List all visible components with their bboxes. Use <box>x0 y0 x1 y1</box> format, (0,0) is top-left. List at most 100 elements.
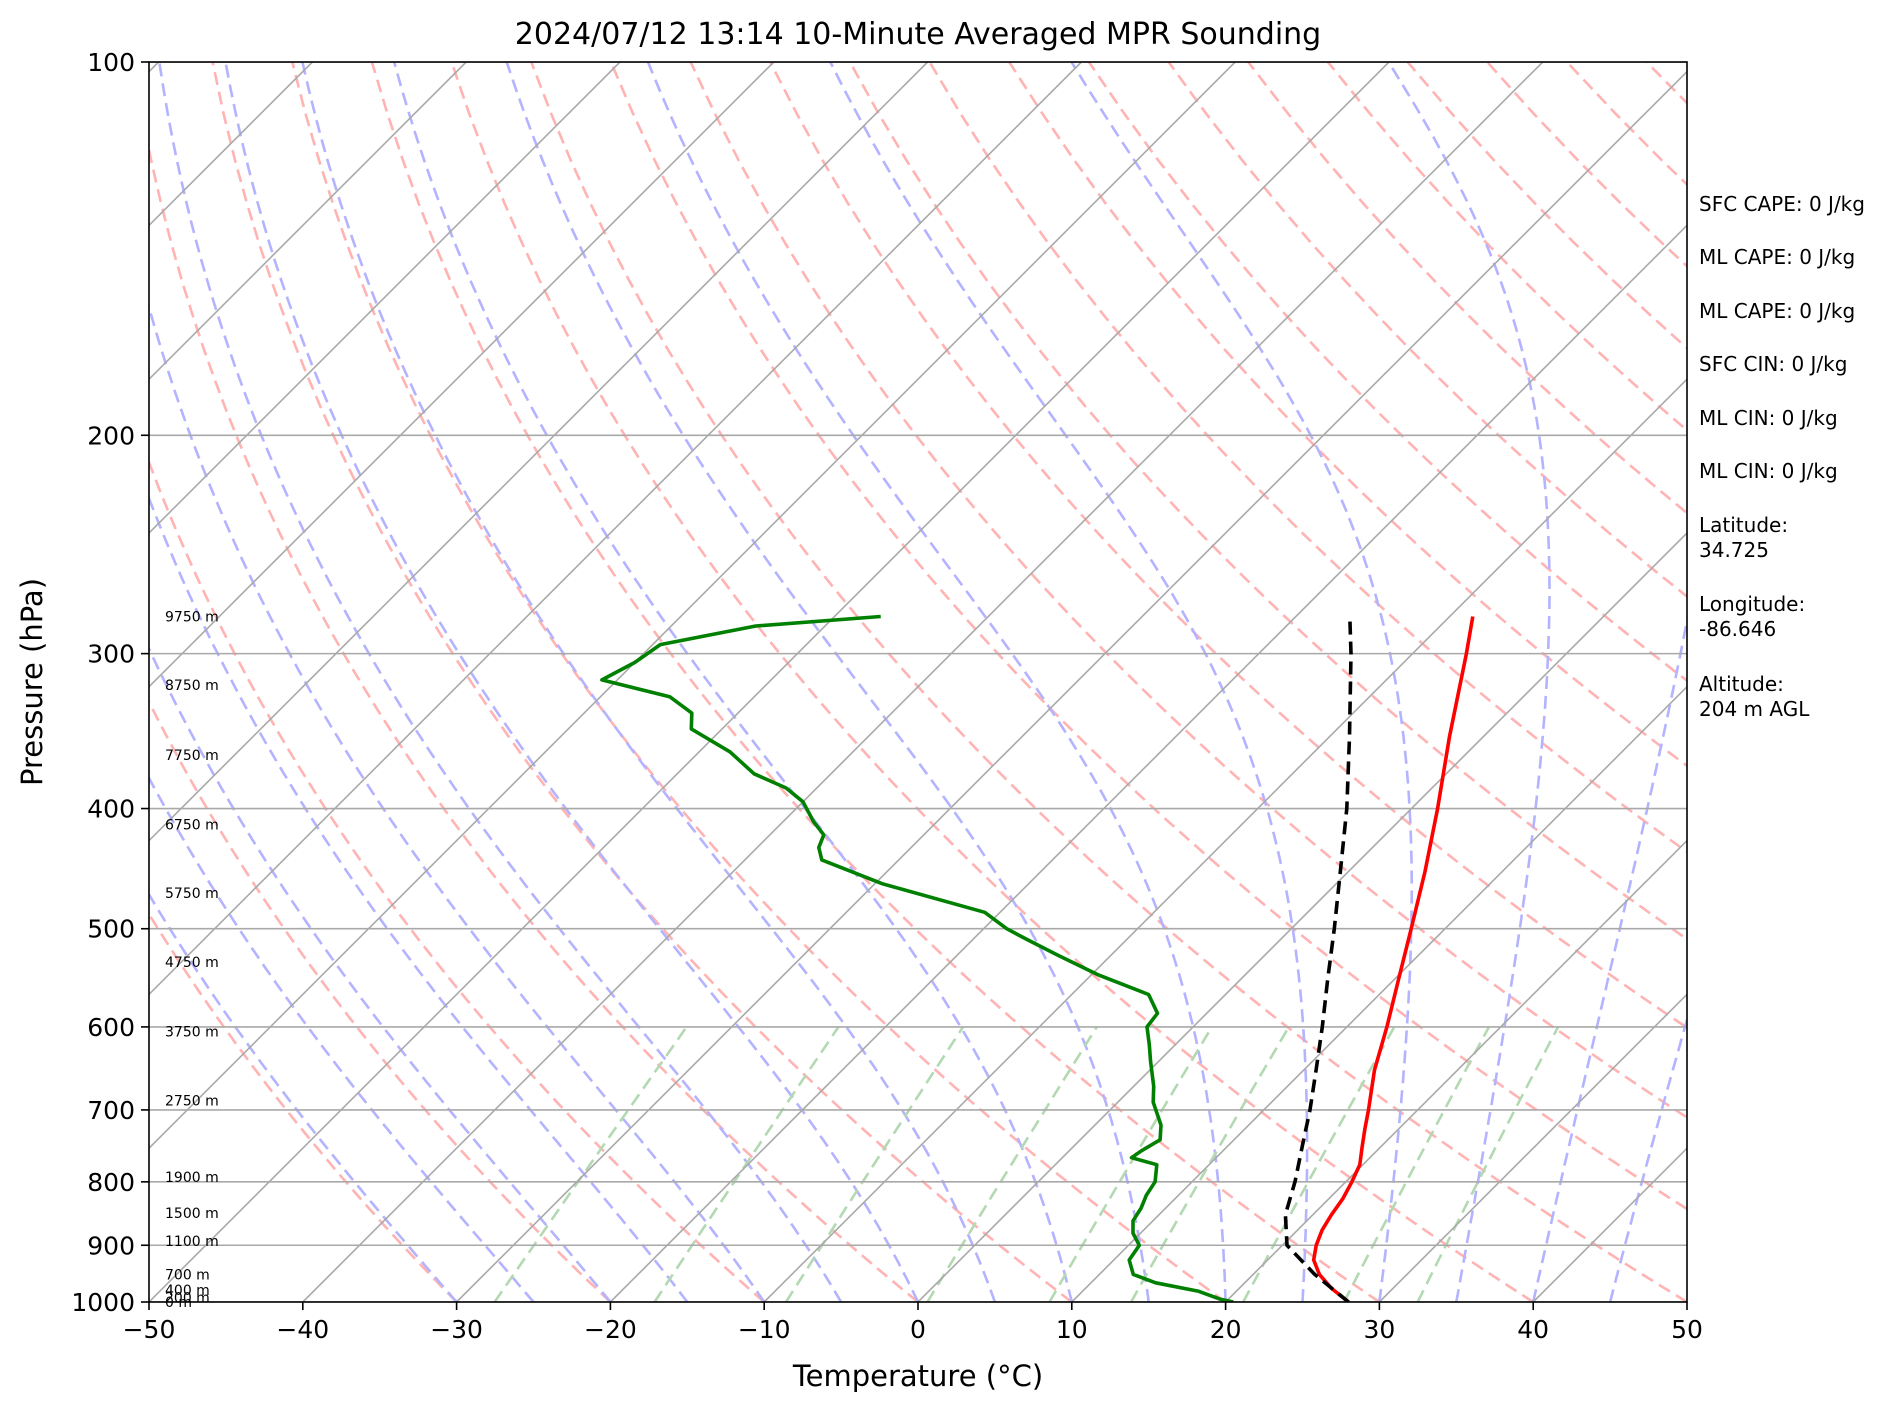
height-label: 7750 m <box>165 748 219 764</box>
isotherm <box>149 62 1390 1302</box>
isotherm <box>149 62 775 688</box>
series-group <box>600 614 1475 1302</box>
y-tick-label: 500 <box>87 915 135 944</box>
info-ml-cape-2: ML CAPE: 0 J/kg <box>1699 299 1855 323</box>
info-ml-cin-1: ML CIN: 0 J/kg <box>1699 406 1838 430</box>
dry-adiabat <box>689 62 1687 1120</box>
y-axis-label: Pressure (hPa) <box>15 578 49 786</box>
x-tick-label: 50 <box>1671 1315 1703 1344</box>
y-tick-label: 200 <box>87 421 135 450</box>
moist-adiabat <box>829 62 1309 1302</box>
plot-frame <box>148 61 1688 1303</box>
isotherm <box>302 62 1544 1302</box>
isotherm <box>149 62 467 381</box>
moist-adiabat <box>301 62 997 1302</box>
dry-adiabat <box>609 62 1687 1211</box>
x-axis-label: Temperature (°C) <box>792 1359 1043 1393</box>
dry-adiabat <box>1008 62 1687 768</box>
height-label: 2750 m <box>165 1094 219 1110</box>
height-label: 3750 m <box>165 1024 219 1040</box>
x-tick-label: −40 <box>276 1315 329 1344</box>
height-label: 200 m <box>165 1291 210 1307</box>
height-label: 4750 m <box>165 955 219 971</box>
moist-adiabat <box>1608 1015 1687 1302</box>
height-label: 6750 m <box>165 817 219 833</box>
info-ml-cape-1: ML CAPE: 0 J/kg <box>1699 245 1855 269</box>
x-tick-label: 30 <box>1363 1315 1395 1344</box>
x-tick-label: 20 <box>1210 1315 1242 1344</box>
dry-adiabat <box>149 911 458 1302</box>
height-label: 1500 m <box>165 1206 219 1222</box>
moist-adiabat <box>1070 62 1413 1302</box>
info-altitude-value: 204 m AGL <box>1699 697 1810 721</box>
height-label: 1900 m <box>165 1170 219 1186</box>
y-tick-label: 1000 <box>71 1288 135 1317</box>
moist-adiabat <box>646 62 1227 1302</box>
x-tick-label: 40 <box>1517 1315 1549 1344</box>
background-guide-lines <box>0 62 1687 1302</box>
y-tick-label: 300 <box>87 640 135 669</box>
info-ml-cin-2: ML CIN: 0 J/kg <box>1699 459 1838 483</box>
info-latitude-label: Latitude: <box>1699 513 1788 537</box>
height-label: 8750 m <box>165 678 219 694</box>
height-label: 0 m <box>165 1295 192 1311</box>
info-longitude-label: Longitude: <box>1699 592 1805 616</box>
moist-adiabat <box>149 891 458 1302</box>
dry-adiabat <box>1087 62 1687 683</box>
height-labels: 9750 m 8750 m 7750 m 6750 m 5750 m 4750 m 3750… <box>165 609 219 1311</box>
moist-adiabat <box>149 302 766 1302</box>
info-altitude-label: Altitude: <box>1699 672 1784 696</box>
info-longitude-value: -86.646 <box>1699 617 1776 641</box>
info-sfc-cape: SFC CAPE: 0 J/kg <box>1699 192 1865 216</box>
moist-adiabat <box>224 62 920 1302</box>
dry-adiabat <box>370 62 1381 1302</box>
info-latitude-value: 34.725 <box>1699 538 1769 562</box>
mixing-ratio-line <box>1342 1026 1491 1302</box>
dry-adiabat <box>149 143 919 1302</box>
dry-adiabat <box>769 62 1687 1030</box>
height-label: 1100 m <box>165 1234 219 1250</box>
height-label: 400 m <box>165 1283 210 1299</box>
isotherm <box>917 531 1687 1302</box>
y-tick-label: 700 <box>87 1096 135 1125</box>
mixing-ratio-line <box>1129 1026 1290 1302</box>
isotherm <box>1071 685 1687 1302</box>
isotherm <box>0 62 5 1302</box>
isotherm <box>456 70 1687 1302</box>
dry-adiabat <box>149 458 766 1302</box>
isotherm <box>609 224 1687 1302</box>
x-tick-label: −20 <box>584 1315 637 1344</box>
moist-adiabat <box>149 494 689 1302</box>
dry-adiabat <box>291 62 1227 1302</box>
isotherm <box>1378 993 1687 1302</box>
dewpoint-line <box>600 614 1234 1302</box>
y-tick-label: 400 <box>87 795 135 824</box>
dry-adiabat <box>530 62 1687 1302</box>
x-tick-label: −10 <box>738 1315 791 1344</box>
dry-adiabat <box>1167 62 1687 599</box>
dry-adiabat <box>149 699 612 1302</box>
temperature-line <box>1311 616 1475 1302</box>
mixing-ratio-line <box>926 1026 1098 1302</box>
dry-adiabat <box>450 62 1534 1302</box>
height-label: 9750 m <box>165 609 219 625</box>
y-tick-label: 800 <box>87 1168 135 1197</box>
mixing-ratio-line <box>1048 1026 1214 1302</box>
moist-adiabat <box>505 62 1150 1302</box>
info-panel: SFC CAPE: 0 J/kg ML CAPE: 0 J/kg ML CAPE… <box>1699 192 1865 721</box>
chart-title: 2024/07/12 13:14 10-Minute Averaged MPR … <box>515 17 1321 52</box>
mixing-ratio-line <box>493 1026 688 1302</box>
x-axis: −50 −40 −30 −20 −10 0 10 20 30 40 50 <box>123 1302 1703 1344</box>
moist-adiabat <box>1531 613 1687 1302</box>
y-tick-label: 900 <box>87 1231 135 1260</box>
x-tick-label: −50 <box>123 1315 176 1344</box>
y-tick-label: 600 <box>87 1013 135 1042</box>
info-sfc-cin: SFC CIN: 0 J/kg <box>1699 352 1847 376</box>
height-label: 5750 m <box>165 886 219 902</box>
x-tick-label: 0 <box>910 1315 926 1344</box>
moist-adiabat <box>1387 62 1551 1302</box>
x-tick-label: 10 <box>1056 1315 1088 1344</box>
isotherm <box>1225 839 1687 1302</box>
parcel-line <box>1283 616 1353 1302</box>
